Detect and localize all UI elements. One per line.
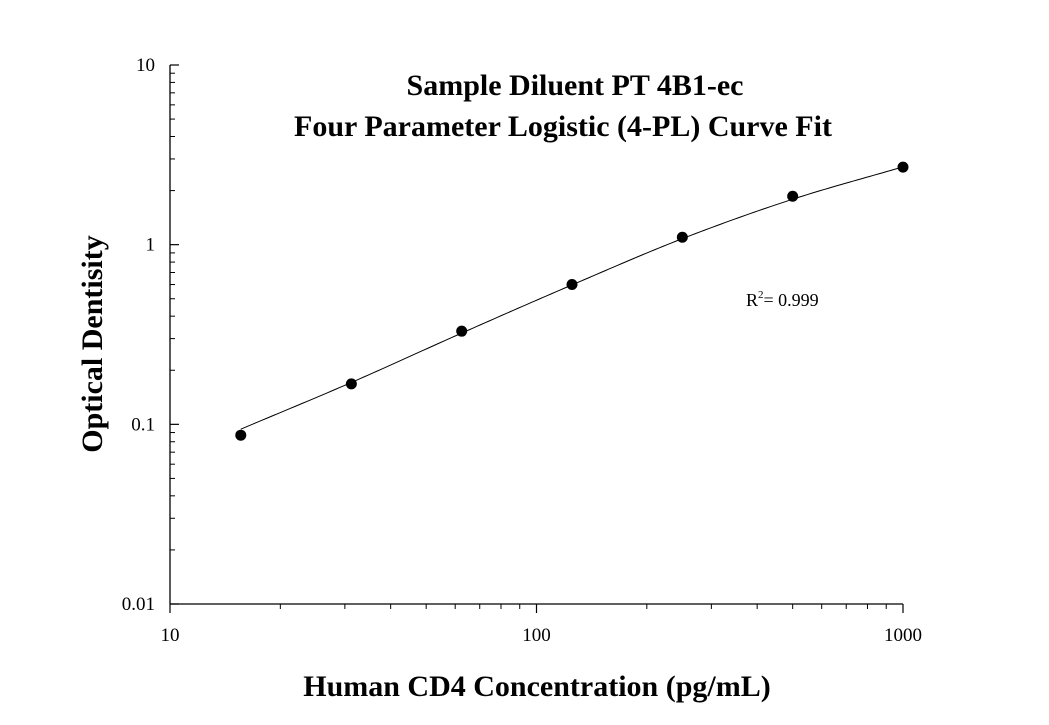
ticks bbox=[169, 64, 904, 613]
r-squared-annotation: R2= 0.999 bbox=[746, 289, 819, 310]
r-squared-base: R bbox=[746, 290, 758, 310]
y-tick-label: 0.1 bbox=[131, 414, 155, 435]
y-tick-label: 1 bbox=[146, 235, 156, 256]
x-tick-label: 10 bbox=[161, 625, 180, 646]
chart-title: Sample Diluent PT 4B1-ec bbox=[407, 69, 744, 102]
r-squared-superscript: 2 bbox=[758, 289, 764, 301]
data-point bbox=[676, 231, 688, 243]
chart-subtitle: Four Parameter Logistic (4-PL) Curve Fit bbox=[294, 110, 832, 143]
y-tick-label: 0.01 bbox=[122, 594, 155, 615]
x-tick-label: 100 bbox=[522, 625, 551, 646]
axes bbox=[169, 65, 903, 605]
tick-labels: 10 100 1000 0.01 0.1 1 10 bbox=[122, 55, 922, 646]
x-tick-label: 1000 bbox=[884, 625, 922, 646]
data-point bbox=[235, 429, 247, 441]
data-point bbox=[345, 378, 357, 390]
y-axis-title: Optical Dentisity bbox=[76, 235, 109, 453]
data-points bbox=[235, 161, 909, 441]
data-point bbox=[787, 190, 799, 202]
y-tick-label: 10 bbox=[136, 55, 155, 76]
data-point bbox=[456, 325, 468, 337]
data-point bbox=[897, 161, 909, 173]
x-axis-title: Human CD4 Concentration (pg/mL) bbox=[303, 670, 771, 703]
data-point bbox=[566, 279, 578, 291]
r-squared-value: = 0.999 bbox=[764, 290, 819, 310]
